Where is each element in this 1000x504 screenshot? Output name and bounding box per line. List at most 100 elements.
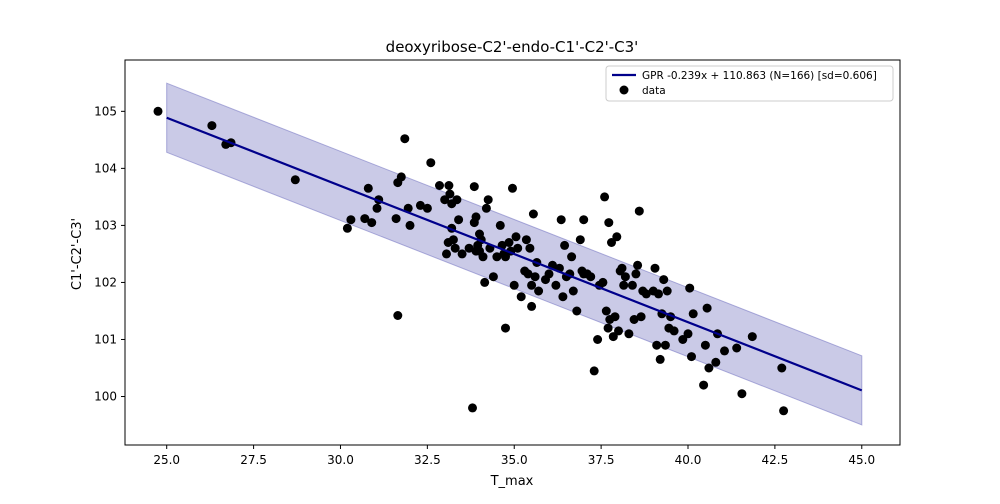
data-point	[652, 340, 662, 350]
data-point	[593, 335, 603, 344]
data-point	[516, 292, 526, 302]
data-point	[450, 243, 460, 253]
data-point	[426, 158, 436, 168]
data-point	[650, 263, 660, 273]
data-point	[469, 182, 479, 192]
y-tick-label: 104	[94, 161, 117, 175]
data-point	[586, 272, 596, 282]
data-point	[501, 252, 510, 262]
data-point	[556, 215, 566, 225]
data-point	[627, 280, 637, 290]
data-point	[699, 380, 709, 390]
x-tick-label: 35.0	[501, 453, 528, 467]
data-point	[480, 277, 490, 287]
data-point	[457, 249, 467, 259]
data-point	[629, 315, 639, 324]
data-point	[779, 406, 789, 416]
gpr-fit-line	[166, 116, 863, 392]
x-axis-label: T_max	[490, 474, 534, 489]
data-point	[511, 232, 521, 242]
data-point	[633, 260, 643, 270]
data-point	[534, 286, 544, 296]
data-point	[641, 289, 651, 299]
data-point	[444, 181, 454, 190]
data-point	[600, 192, 610, 202]
x-axis: 25.0 27.5 30.0 32.5 35.0 37.5 40.0 42.5 45.0	[153, 445, 875, 467]
data-point	[495, 220, 505, 230]
data-point	[363, 183, 373, 193]
data-point	[575, 235, 585, 245]
data-point	[415, 200, 425, 210]
data-point	[604, 218, 614, 228]
y-axis: 100 101 102 103 104 105	[94, 104, 125, 404]
data-point	[290, 175, 300, 185]
data-point	[700, 340, 710, 350]
x-tick-label: 25.0	[153, 453, 180, 467]
data-point	[400, 134, 410, 144]
data-point	[448, 235, 458, 245]
legend-frame	[605, 65, 894, 102]
data-point	[481, 203, 491, 213]
data-point	[614, 326, 623, 336]
data-point	[558, 292, 568, 302]
y-axis-label: C1'-C2'-C3'	[70, 218, 85, 290]
data-point	[631, 269, 641, 279]
data-point	[468, 403, 477, 413]
data-point	[777, 363, 787, 373]
data-point	[612, 232, 622, 242]
data-point	[342, 223, 352, 233]
data-point	[683, 329, 693, 339]
data-point	[521, 235, 531, 245]
data-point	[572, 306, 582, 316]
data-point	[579, 215, 589, 225]
y-tick-label: 101	[94, 332, 117, 346]
legend: GPR -0.239x + 110.863 (N=166) [sd=0.606]…	[605, 65, 894, 102]
chart-title: deoxyribose-C2'-endo-C1'-C2'-C3'	[386, 38, 639, 56]
data-point	[747, 332, 757, 342]
data-point	[527, 280, 537, 290]
data-point	[711, 357, 721, 367]
data-point	[360, 214, 370, 224]
data-point	[598, 277, 608, 287]
y-tick-label: 103	[94, 218, 117, 232]
data-point	[608, 332, 618, 342]
data-point	[523, 269, 533, 279]
data-point	[737, 389, 747, 399]
data-point	[560, 240, 570, 250]
data-point	[393, 311, 403, 320]
data-point	[478, 252, 488, 262]
y-tick-label: 100	[94, 390, 117, 404]
data-point	[659, 275, 669, 285]
data-point	[525, 243, 535, 253]
data-point	[568, 286, 578, 296]
data-point	[504, 238, 514, 247]
y-tick-label: 102	[94, 275, 117, 289]
data-point	[610, 312, 620, 322]
data-point	[530, 272, 540, 282]
data-point	[492, 252, 502, 262]
data-point	[624, 329, 634, 339]
data-point	[607, 238, 616, 247]
x-tick-label: 42.5	[762, 453, 789, 467]
data-point	[454, 215, 464, 225]
data-point	[396, 172, 406, 182]
data-point	[669, 326, 679, 336]
data-point	[513, 243, 523, 253]
data-point	[442, 249, 451, 259]
data-point	[445, 189, 455, 199]
data-point	[702, 303, 712, 313]
data-point	[544, 269, 554, 279]
data-point	[662, 286, 672, 296]
data-point	[527, 301, 537, 311]
data-point	[405, 220, 415, 230]
data-point	[440, 195, 450, 205]
data-point	[471, 212, 481, 222]
data-point	[509, 280, 519, 290]
data-point	[687, 352, 696, 362]
data-point	[619, 280, 629, 290]
data-point	[508, 183, 517, 193]
data-point	[372, 203, 382, 213]
data-point	[654, 289, 663, 299]
data-point	[704, 363, 714, 373]
data-point	[678, 335, 688, 344]
